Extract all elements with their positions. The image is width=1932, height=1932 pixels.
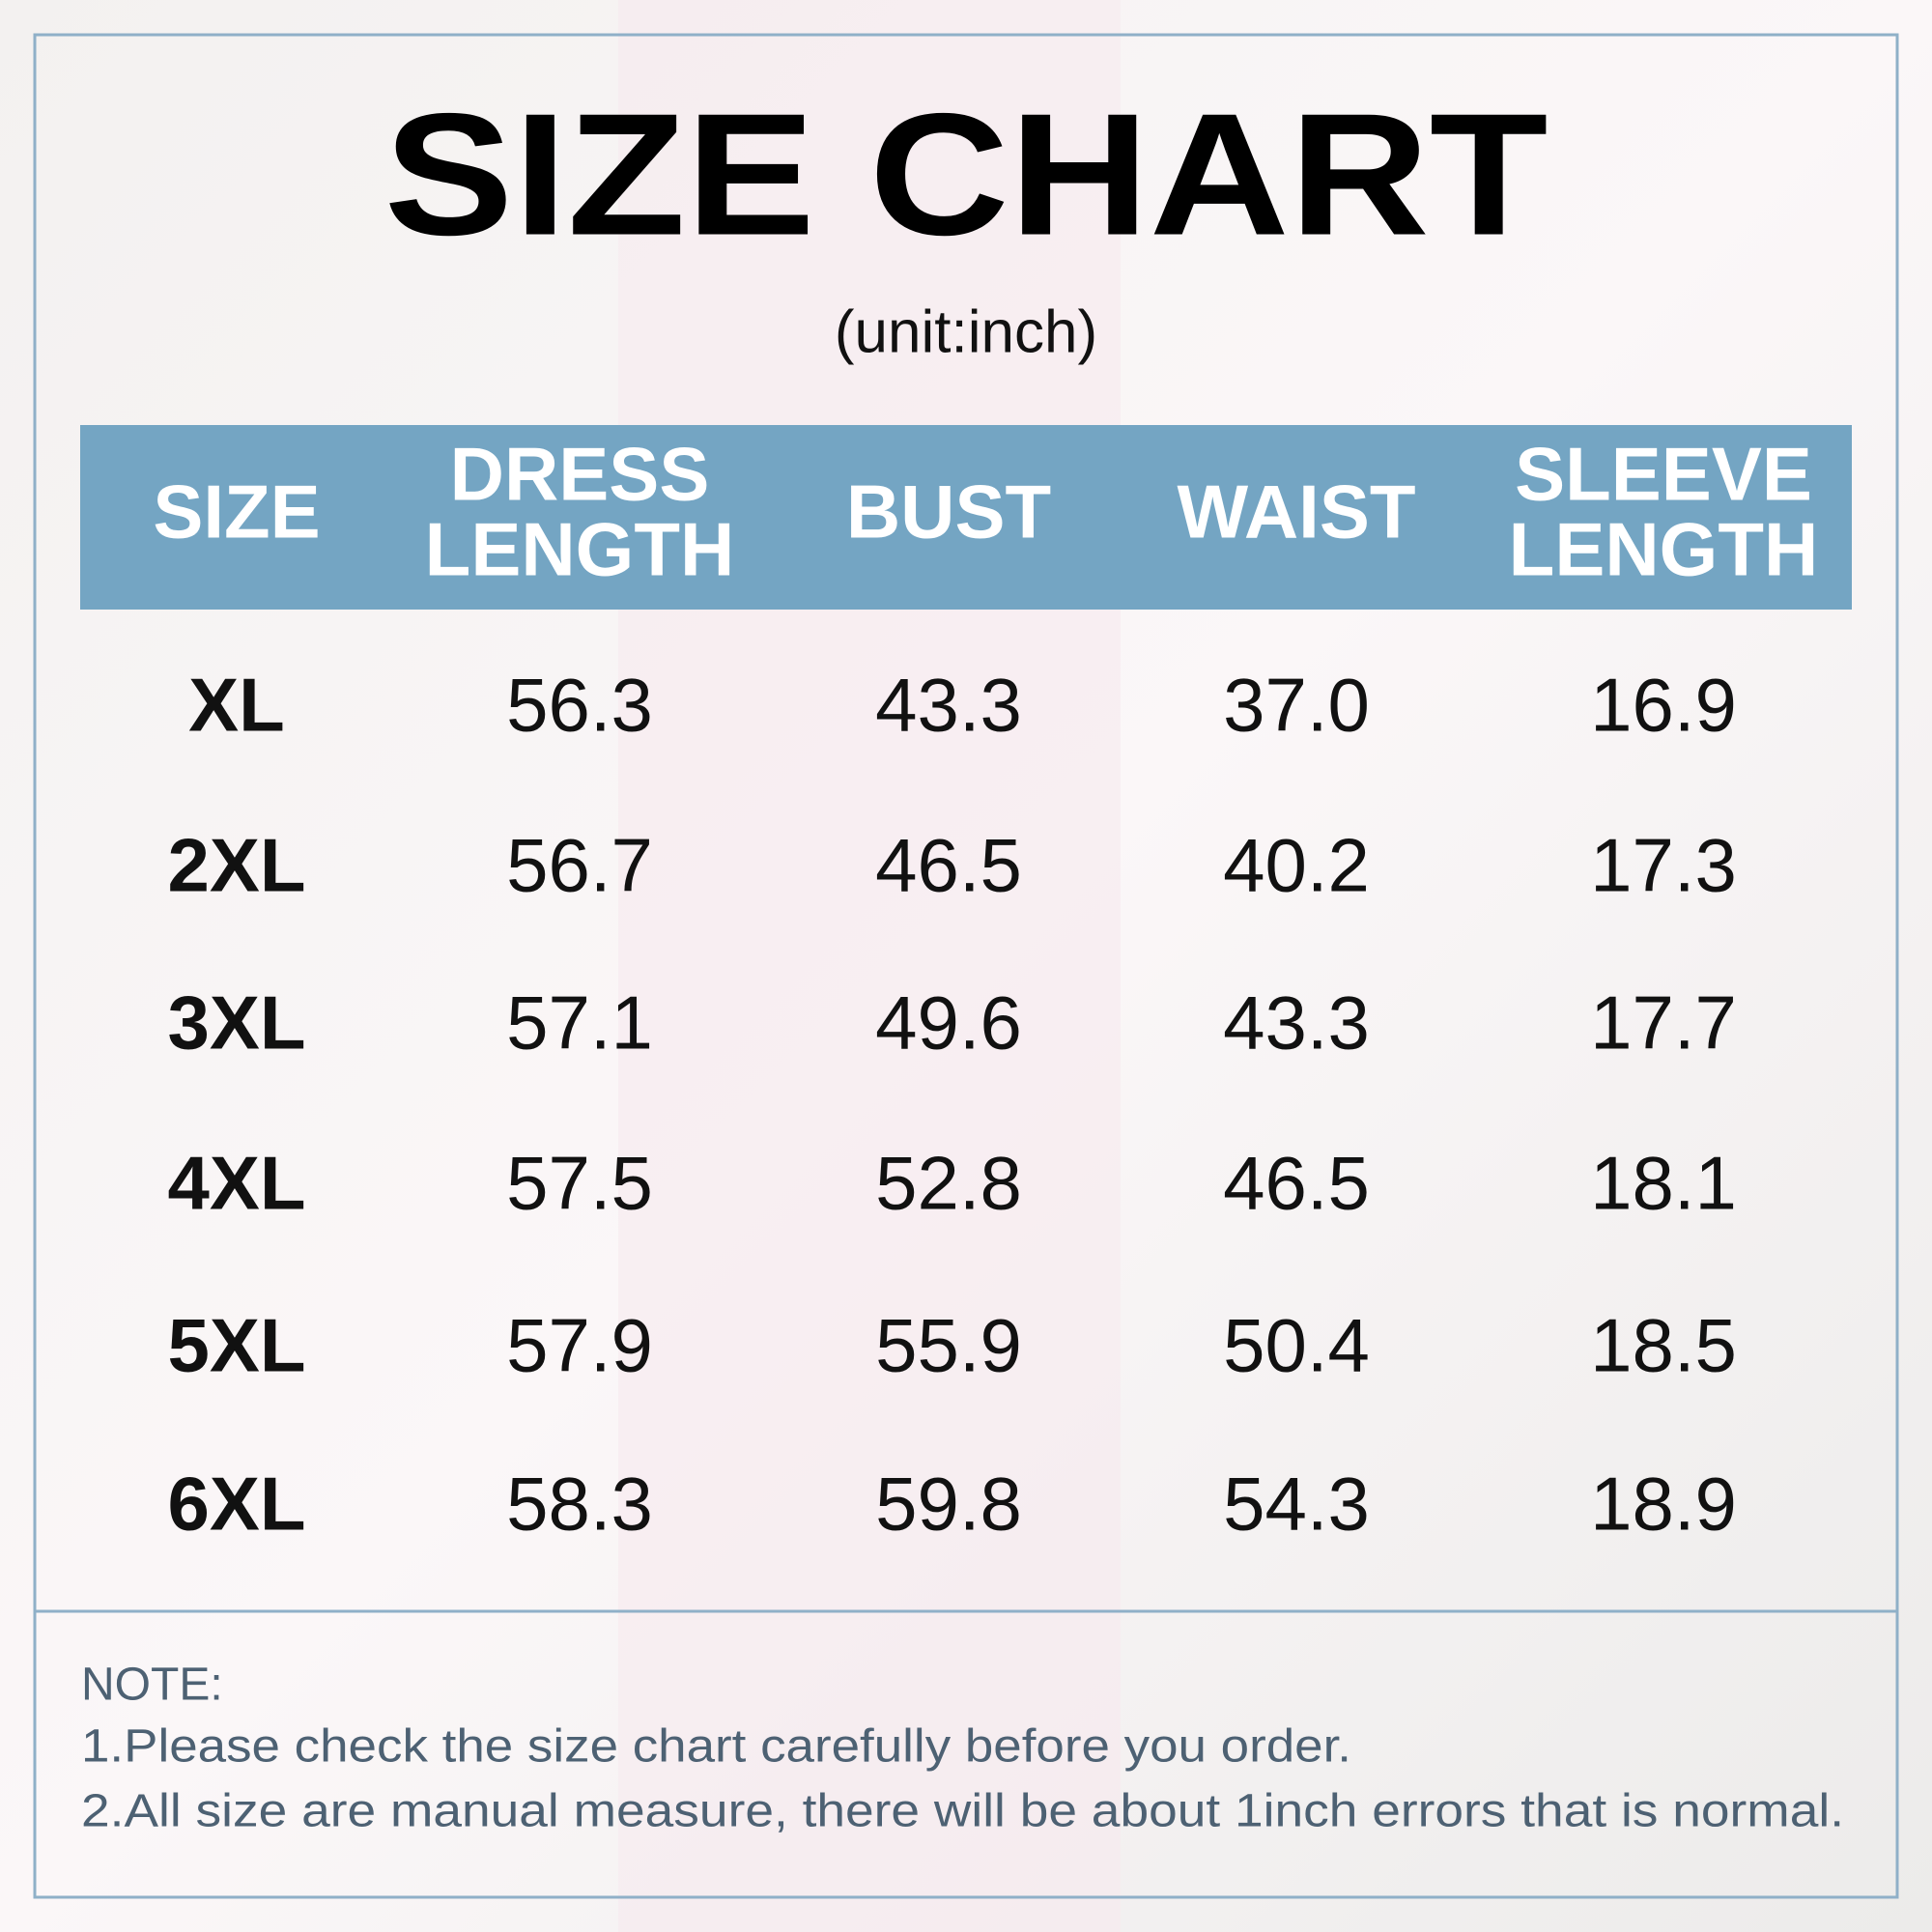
- title: SIZE CHART: [384, 78, 1548, 272]
- measurement: 18.9: [1590, 1462, 1737, 1547]
- column-header: DRESS: [450, 432, 710, 517]
- frame: [33, 33, 1899, 1899]
- measurement: 46.5: [1223, 1141, 1370, 1226]
- measurement: 17.3: [1590, 823, 1737, 908]
- measurement: 43.3: [1223, 980, 1370, 1065]
- column-header: WAIST: [1178, 469, 1416, 554]
- column-header: SLEEVE: [1515, 432, 1812, 517]
- measurement: 40.2: [1223, 823, 1370, 908]
- header-band: [80, 425, 1852, 610]
- note-line: 2.All size are manual measure, there wil…: [81, 1786, 1844, 1837]
- measurement: 18.5: [1590, 1303, 1737, 1388]
- column-header: SIZE: [153, 469, 320, 554]
- size-label: 6XL: [167, 1462, 305, 1547]
- measurement: 17.7: [1590, 980, 1737, 1065]
- measurement: 18.1: [1590, 1141, 1737, 1226]
- measurement: 57.9: [506, 1303, 653, 1388]
- measurement: 55.9: [875, 1303, 1022, 1388]
- measurement: 49.6: [875, 980, 1022, 1065]
- measurement: 56.3: [506, 663, 653, 748]
- size-label: 4XL: [167, 1141, 305, 1226]
- column-header: BUST: [846, 469, 1051, 554]
- background-figure: [618, 0, 1121, 1932]
- size-label: XL: [188, 663, 285, 748]
- size-label: 2XL: [167, 823, 305, 908]
- measurement: 52.8: [875, 1141, 1022, 1226]
- size-label: 3XL: [167, 980, 305, 1065]
- measurement: 43.3: [875, 663, 1022, 748]
- measurement: 50.4: [1223, 1303, 1370, 1388]
- measurement: 59.8: [875, 1462, 1022, 1547]
- size-label: 5XL: [167, 1303, 305, 1388]
- measurement: 57.5: [506, 1141, 653, 1226]
- measurement: 56.7: [506, 823, 653, 908]
- measurement: 37.0: [1223, 663, 1370, 748]
- measurement: 57.1: [506, 980, 653, 1065]
- subtitle: (unit:inch): [835, 298, 1097, 365]
- note-line: 1.Please check the size chart carefully …: [81, 1721, 1351, 1773]
- column-header: LENGTH: [425, 507, 735, 592]
- measurement: 54.3: [1223, 1462, 1370, 1547]
- measurement: 58.3: [506, 1462, 653, 1547]
- note-heading: NOTE:: [81, 1660, 223, 1711]
- measurement: 16.9: [1590, 663, 1737, 748]
- column-header: LENGTH: [1509, 507, 1819, 592]
- measurement: 46.5: [875, 823, 1022, 908]
